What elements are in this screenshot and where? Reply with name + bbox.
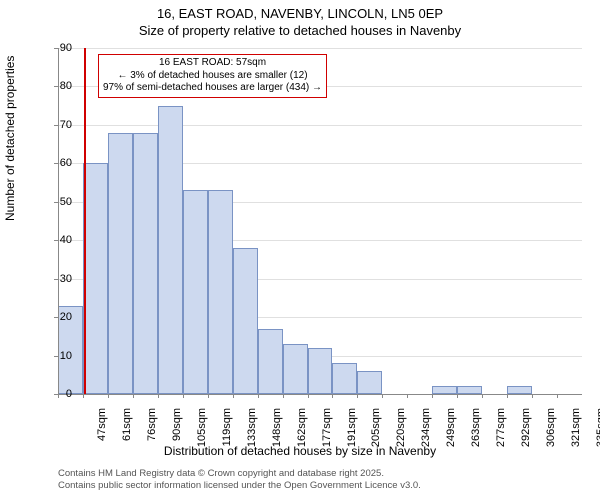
histogram-bar bbox=[83, 163, 108, 394]
xtick-mark bbox=[357, 394, 358, 398]
footer-line-1: Contains HM Land Registry data © Crown c… bbox=[58, 468, 421, 480]
xtick-label: 191sqm bbox=[346, 408, 358, 454]
chart-container: Number of detached properties 16 EAST RO… bbox=[0, 44, 600, 448]
annotation-line: 16 EAST ROAD: 57sqm bbox=[103, 57, 322, 70]
footer-line-2: Contains public sector information licen… bbox=[58, 480, 421, 492]
xtick-label: 133sqm bbox=[246, 408, 258, 454]
xtick-mark bbox=[382, 394, 383, 398]
xtick-mark bbox=[133, 394, 134, 398]
ytick-mark bbox=[54, 86, 58, 87]
title-line-1: 16, EAST ROAD, NAVENBY, LINCOLN, LN5 0EP bbox=[0, 6, 600, 23]
xtick-mark bbox=[332, 394, 333, 398]
histogram-bar bbox=[283, 344, 308, 394]
histogram-bar bbox=[308, 348, 333, 394]
xtick-mark bbox=[183, 394, 184, 398]
histogram-bar bbox=[357, 371, 382, 394]
ytick-label: 0 bbox=[46, 388, 72, 400]
xtick-mark bbox=[258, 394, 259, 398]
annotation-line: 97% of semi-detached houses are larger (… bbox=[103, 82, 322, 95]
ytick-label: 70 bbox=[46, 119, 72, 131]
xtick-mark bbox=[457, 394, 458, 398]
gridline bbox=[58, 125, 582, 126]
xtick-mark bbox=[283, 394, 284, 398]
histogram-bar bbox=[258, 329, 283, 394]
xtick-mark bbox=[532, 394, 533, 398]
xtick-label: 263sqm bbox=[470, 408, 482, 454]
ytick-label: 40 bbox=[46, 234, 72, 246]
y-axis-label: Number of detached properties bbox=[3, 56, 17, 221]
xtick-mark bbox=[308, 394, 309, 398]
histogram-bar bbox=[332, 363, 357, 394]
annotation-line: ← 3% of detached houses are smaller (12) bbox=[103, 70, 322, 83]
xtick-mark bbox=[83, 394, 84, 398]
ytick-mark bbox=[54, 48, 58, 49]
histogram-bar bbox=[158, 106, 183, 394]
xtick-label: 47sqm bbox=[96, 408, 108, 454]
xtick-label: 234sqm bbox=[420, 408, 432, 454]
xtick-mark bbox=[407, 394, 408, 398]
histogram-bar bbox=[208, 190, 233, 394]
ytick-mark bbox=[54, 202, 58, 203]
xtick-label: 162sqm bbox=[296, 408, 308, 454]
attribution-footer: Contains HM Land Registry data © Crown c… bbox=[58, 468, 421, 492]
xtick-label: 76sqm bbox=[146, 408, 158, 454]
annotation-box: 16 EAST ROAD: 57sqm← 3% of detached hous… bbox=[98, 54, 327, 98]
ytick-mark bbox=[54, 279, 58, 280]
histogram-bar bbox=[108, 133, 133, 394]
reference-line bbox=[84, 48, 86, 394]
xtick-mark bbox=[233, 394, 234, 398]
xtick-label: 105sqm bbox=[196, 408, 208, 454]
xtick-label: 277sqm bbox=[495, 408, 507, 454]
ytick-label: 60 bbox=[46, 157, 72, 169]
xtick-label: 205sqm bbox=[370, 408, 382, 454]
ytick-label: 80 bbox=[46, 80, 72, 92]
xtick-mark bbox=[557, 394, 558, 398]
ytick-mark bbox=[54, 163, 58, 164]
xtick-label: 321sqm bbox=[570, 408, 582, 454]
xtick-label: 220sqm bbox=[395, 408, 407, 454]
xtick-label: 90sqm bbox=[171, 408, 183, 454]
ytick-label: 10 bbox=[46, 350, 72, 362]
xtick-mark bbox=[208, 394, 209, 398]
xtick-label: 177sqm bbox=[321, 408, 333, 454]
xtick-mark bbox=[482, 394, 483, 398]
xtick-mark bbox=[507, 394, 508, 398]
title-line-2: Size of property relative to detached ho… bbox=[0, 23, 600, 40]
xtick-mark bbox=[108, 394, 109, 398]
xtick-label: 306sqm bbox=[545, 408, 557, 454]
ytick-mark bbox=[54, 317, 58, 318]
xtick-mark bbox=[432, 394, 433, 398]
histogram-bar bbox=[183, 190, 208, 394]
gridline bbox=[58, 48, 582, 49]
histogram-bar bbox=[457, 386, 482, 394]
ytick-mark bbox=[54, 356, 58, 357]
histogram-bar bbox=[233, 248, 258, 394]
xtick-label: 119sqm bbox=[221, 408, 233, 454]
xtick-mark bbox=[158, 394, 159, 398]
histogram-bar bbox=[507, 386, 532, 394]
x-axis-line bbox=[58, 394, 582, 395]
xtick-mark bbox=[58, 394, 59, 398]
ytick-label: 90 bbox=[46, 42, 72, 54]
ytick-label: 50 bbox=[46, 196, 72, 208]
chart-title-block: 16, EAST ROAD, NAVENBY, LINCOLN, LN5 0EP… bbox=[0, 0, 600, 40]
ytick-label: 20 bbox=[46, 311, 72, 323]
y-axis-line bbox=[58, 48, 59, 394]
histogram-bar bbox=[133, 133, 158, 394]
plot-area: 16 EAST ROAD: 57sqm← 3% of detached hous… bbox=[58, 48, 582, 394]
xtick-label: 249sqm bbox=[445, 408, 457, 454]
xtick-label: 148sqm bbox=[271, 408, 283, 454]
xtick-label: 292sqm bbox=[520, 408, 532, 454]
ytick-label: 30 bbox=[46, 273, 72, 285]
ytick-mark bbox=[54, 240, 58, 241]
histogram-bar bbox=[432, 386, 457, 394]
xtick-label: 335sqm bbox=[595, 408, 600, 454]
xtick-label: 61sqm bbox=[121, 408, 133, 454]
ytick-mark bbox=[54, 125, 58, 126]
